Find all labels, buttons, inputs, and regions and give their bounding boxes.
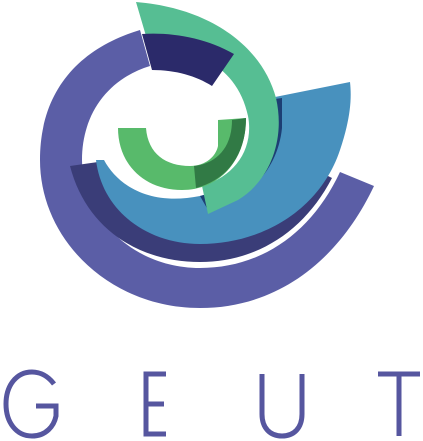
wordmark-letter-t — [378, 371, 420, 436]
outer-ring-shape — [40, 30, 374, 308]
wordmark-letter-g — [3, 369, 59, 439]
wordmark — [3, 369, 420, 439]
teal-ring-shape — [136, 2, 279, 214]
wordmark-letter-u — [259, 374, 305, 439]
blue-ring-shape — [96, 82, 351, 244]
geut-logo-icon — [40, 2, 374, 308]
inner-ring-overlap — [194, 118, 246, 188]
wordmark-letter-e — [143, 371, 166, 437]
teal-ring-overlap — [142, 33, 234, 86]
outer-ring-overlap — [70, 162, 332, 262]
